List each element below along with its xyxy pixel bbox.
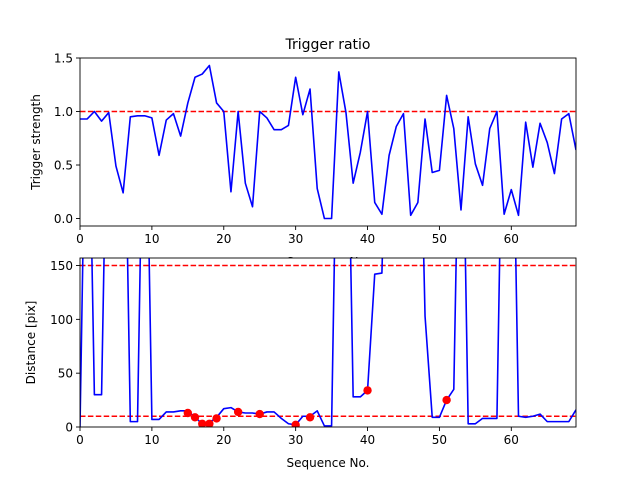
plot-frame [79,57,577,227]
x-tick-label: 50 [432,232,447,246]
data-point [190,413,200,422]
series-line [80,258,576,427]
x-tick-label: 30 [288,232,303,246]
series-line [80,64,576,220]
panel-2: 0 10 20 30 40 50 60 0 50 100 150 Sequence No. Distan… [24,257,577,470]
y-tick-label: 50 [58,367,73,381]
chart-title: Trigger ratio [284,37,370,53]
x-tick-label: 40 [360,433,375,447]
x-tick-label: 30 [288,433,303,447]
data-point [205,419,214,427]
y-tick-label: 0.5 [54,159,73,173]
x-tick-label: 60 [504,433,519,447]
y-tick-label: 150 [50,259,73,273]
x-tick-label: 40 [360,232,375,246]
y-tick-label: 0 [65,421,73,435]
x-tick-label: 20 [216,232,231,246]
data-point [255,409,264,419]
y-axis-label: Trigger strength [29,94,43,191]
data-point [442,395,451,405]
x-tick-label: 0 [76,232,84,246]
y-tick-label: 1.0 [54,105,73,119]
plot-frame [79,257,577,428]
x-axis-label: Sequence No. [287,456,370,470]
x-tick-label: 20 [216,433,231,447]
x-tick-label: 0 [76,433,84,447]
data-point [363,386,372,395]
x-tick-label: 50 [432,433,447,447]
x-tick-label: 10 [144,433,159,447]
x-tick-label: 60 [504,232,519,246]
data-point [291,420,300,427]
y-tick-label: 100 [50,313,73,327]
data-point [233,407,243,417]
y-axis-label: Distance [pix] [24,301,38,385]
data-point [183,408,193,418]
y-tick-label: 0.0 [54,212,73,226]
data-point [212,414,221,423]
data-point [198,419,207,427]
plot-background [80,258,576,427]
data-point [305,413,315,422]
y-tick-label: 1.5 [54,52,73,66]
x-tick-label: 10 [144,232,159,246]
